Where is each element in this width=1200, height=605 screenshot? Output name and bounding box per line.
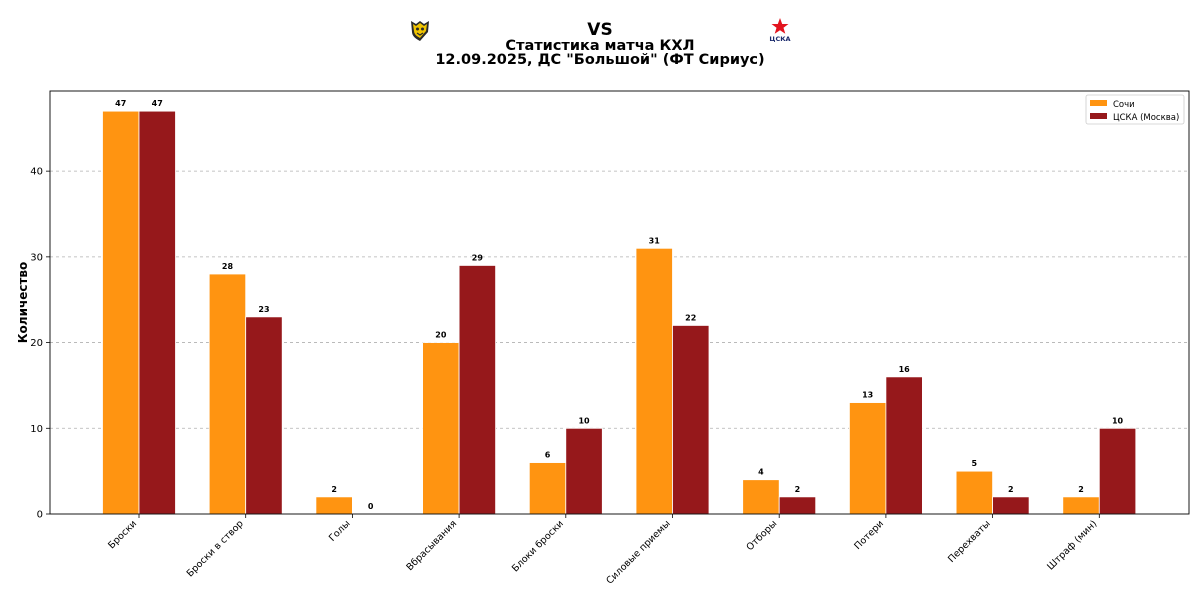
chart-title: Статистика матча КХЛ xyxy=(505,38,695,54)
bar-sochi xyxy=(1062,496,1100,515)
legend-box xyxy=(1085,94,1185,125)
bar-value-label: 10 xyxy=(578,416,590,425)
bar-value-label: 0 xyxy=(368,502,374,511)
x-tick-label: Силовые приемы xyxy=(604,518,672,586)
legend-swatch-sochi xyxy=(1090,100,1107,106)
bar-value-label: 47 xyxy=(152,99,163,108)
bar-value-label: 31 xyxy=(649,236,661,245)
cska-logo-text: ЦСКА xyxy=(769,35,790,43)
y-tick-label: 20 xyxy=(30,338,43,349)
bar-value-label: 28 xyxy=(222,262,234,271)
x-tick-label: Броски в створ xyxy=(185,518,246,579)
plot-frame xyxy=(49,90,1190,515)
bar-value-label: 2 xyxy=(1078,485,1084,494)
legend-swatch-cska xyxy=(1090,113,1107,119)
bar-value-label: 29 xyxy=(472,253,484,262)
chart-header: VS ЦСКА Статистика матча КХЛ 12.09.2025,… xyxy=(0,0,1200,80)
bar-value-label: 22 xyxy=(685,313,696,322)
bar-sochi xyxy=(955,470,993,515)
bar-cska xyxy=(672,325,710,515)
bar-value-label: 2 xyxy=(795,485,801,494)
bar-cska xyxy=(138,110,176,515)
bar-value-label: 16 xyxy=(899,365,911,374)
bar-value-label: 5 xyxy=(972,459,978,468)
y-tick-label: 0 xyxy=(37,510,43,521)
y-tick-label: 40 xyxy=(30,167,43,178)
bar-cska xyxy=(458,265,497,515)
bar-value-label: 2 xyxy=(1008,485,1014,494)
bar-sochi xyxy=(422,342,460,515)
sochi-logo-icon xyxy=(411,21,429,41)
bar-value-label: 23 xyxy=(258,305,269,314)
bar-sochi xyxy=(742,479,780,515)
x-tick-label: Отборы xyxy=(745,518,780,553)
y-tick-label: 30 xyxy=(30,252,43,263)
y-axis-label: Количество xyxy=(16,262,30,344)
bar-cska xyxy=(565,427,603,515)
bar-cska xyxy=(992,496,1030,515)
bar-value-label: 20 xyxy=(435,331,447,340)
bar-cska xyxy=(1098,427,1137,515)
bar-cska xyxy=(778,496,817,515)
y-tick-label: 10 xyxy=(30,424,43,435)
cska-logo-icon: ЦСКА xyxy=(769,18,791,43)
vs-label: VS xyxy=(587,20,613,40)
bar-cska xyxy=(885,376,923,515)
chart-subtitle: 12.09.2025, ДС "Большой" (ФТ Сириус) xyxy=(435,52,765,68)
bar-sochi xyxy=(315,496,353,515)
legend-label-sochi: Сочи xyxy=(1113,100,1135,110)
x-tick-label: Штраф (мин) xyxy=(1045,518,1099,572)
bar-value-label: 2 xyxy=(331,485,337,494)
x-tick-label: Голы xyxy=(327,518,353,544)
x-tick-label: Потери xyxy=(852,518,886,552)
bar-sochi xyxy=(528,462,567,515)
x-tick-label: Броски xyxy=(106,518,139,551)
bar-sochi xyxy=(635,247,673,515)
x-tick-label: Вбрасывания xyxy=(404,518,459,573)
bar-sochi xyxy=(102,110,140,515)
bar-value-label: 13 xyxy=(862,391,873,400)
bar-sochi xyxy=(208,273,247,515)
bar-value-label: 4 xyxy=(758,468,764,477)
legend-label-cska: ЦСКА (Москва) xyxy=(1113,113,1179,123)
bar-sochi xyxy=(849,402,887,515)
bar-cska xyxy=(245,316,283,515)
x-tick-label: Блоки броски xyxy=(510,518,566,574)
bar-value-label: 10 xyxy=(1112,416,1124,425)
x-tick-label: Перехваты xyxy=(946,518,993,565)
bar-value-label: 47 xyxy=(115,99,126,108)
bar-value-label: 6 xyxy=(545,451,551,460)
